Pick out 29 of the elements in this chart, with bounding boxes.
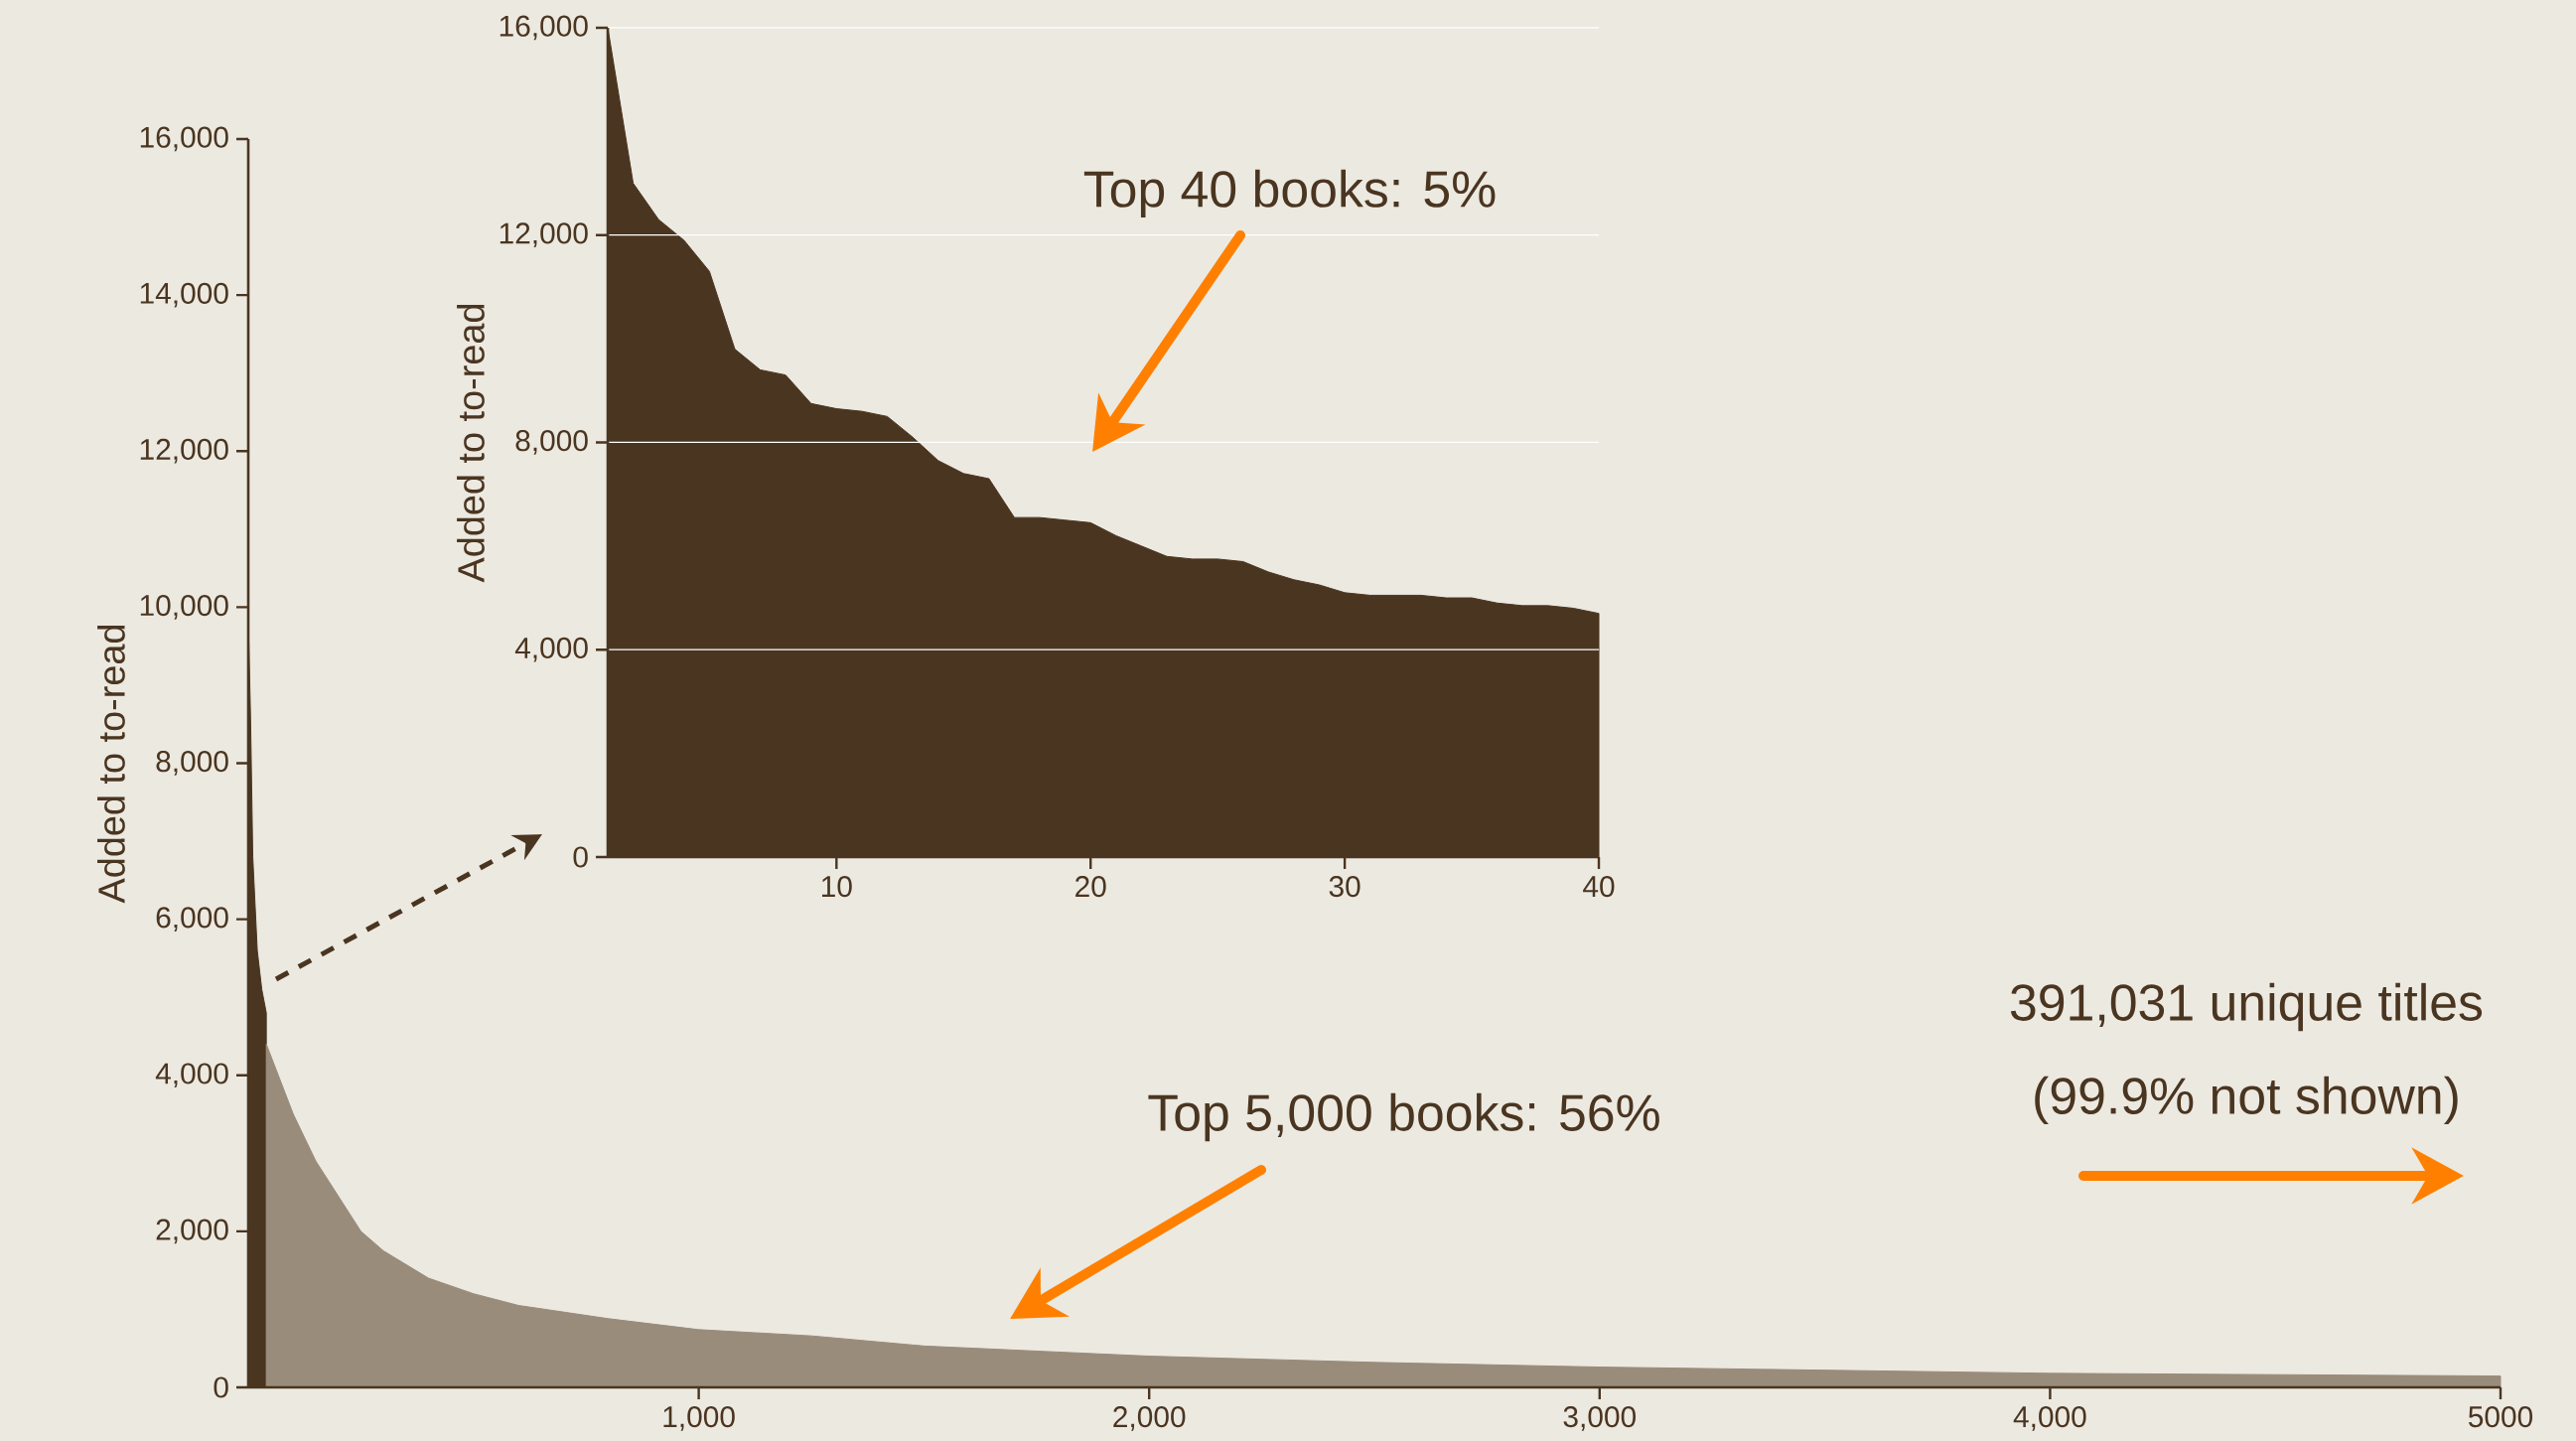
y-tick-label: 10,000 bbox=[140, 594, 228, 620]
y-tick-label: 12,000 bbox=[140, 438, 228, 464]
y-tick-label: 2,000 bbox=[156, 1219, 228, 1244]
annotation: 391,031 unique titles bbox=[2010, 982, 2483, 1032]
y-tick-label: 12,000 bbox=[500, 222, 588, 248]
annotation: Top 40 books: 5% bbox=[1083, 169, 1496, 218]
y-tick-label: 6,000 bbox=[156, 907, 228, 932]
y-axis-title: Added to to-read bbox=[457, 304, 485, 583]
x-tick-label: 3,000 bbox=[1563, 1406, 1637, 1431]
x-tick-label: 4,000 bbox=[2013, 1406, 2086, 1431]
y-tick-label: 8,000 bbox=[515, 430, 588, 455]
y-tick-label: 14,000 bbox=[140, 282, 228, 308]
x-tick-label: 30 bbox=[1329, 876, 1360, 898]
y-axis-title: Added to to-read bbox=[97, 625, 125, 904]
x-tick-label: 10 bbox=[821, 876, 852, 898]
x-tick-label: 2,000 bbox=[1113, 1406, 1186, 1431]
x-tick-label: 20 bbox=[1075, 876, 1106, 898]
x-tick-label: 1,000 bbox=[663, 1406, 735, 1431]
y-tick-label: 16,000 bbox=[140, 126, 228, 152]
annotation: Top 5,000 books: 56% bbox=[1148, 1092, 1659, 1142]
annotation: (99.9% not shown) bbox=[2035, 1076, 2458, 1125]
y-tick-label: 0 bbox=[214, 1376, 228, 1398]
y-tick-label: 0 bbox=[573, 846, 588, 868]
y-tick-label: 4,000 bbox=[514, 637, 588, 662]
y-tick-label: 8,000 bbox=[156, 751, 228, 776]
x-tick-label: 5000 bbox=[2468, 1406, 2533, 1428]
y-tick-label: 16,000 bbox=[500, 15, 588, 41]
x-tick-label: 40 bbox=[1583, 876, 1615, 898]
y-tick-label: 4,000 bbox=[155, 1063, 228, 1088]
